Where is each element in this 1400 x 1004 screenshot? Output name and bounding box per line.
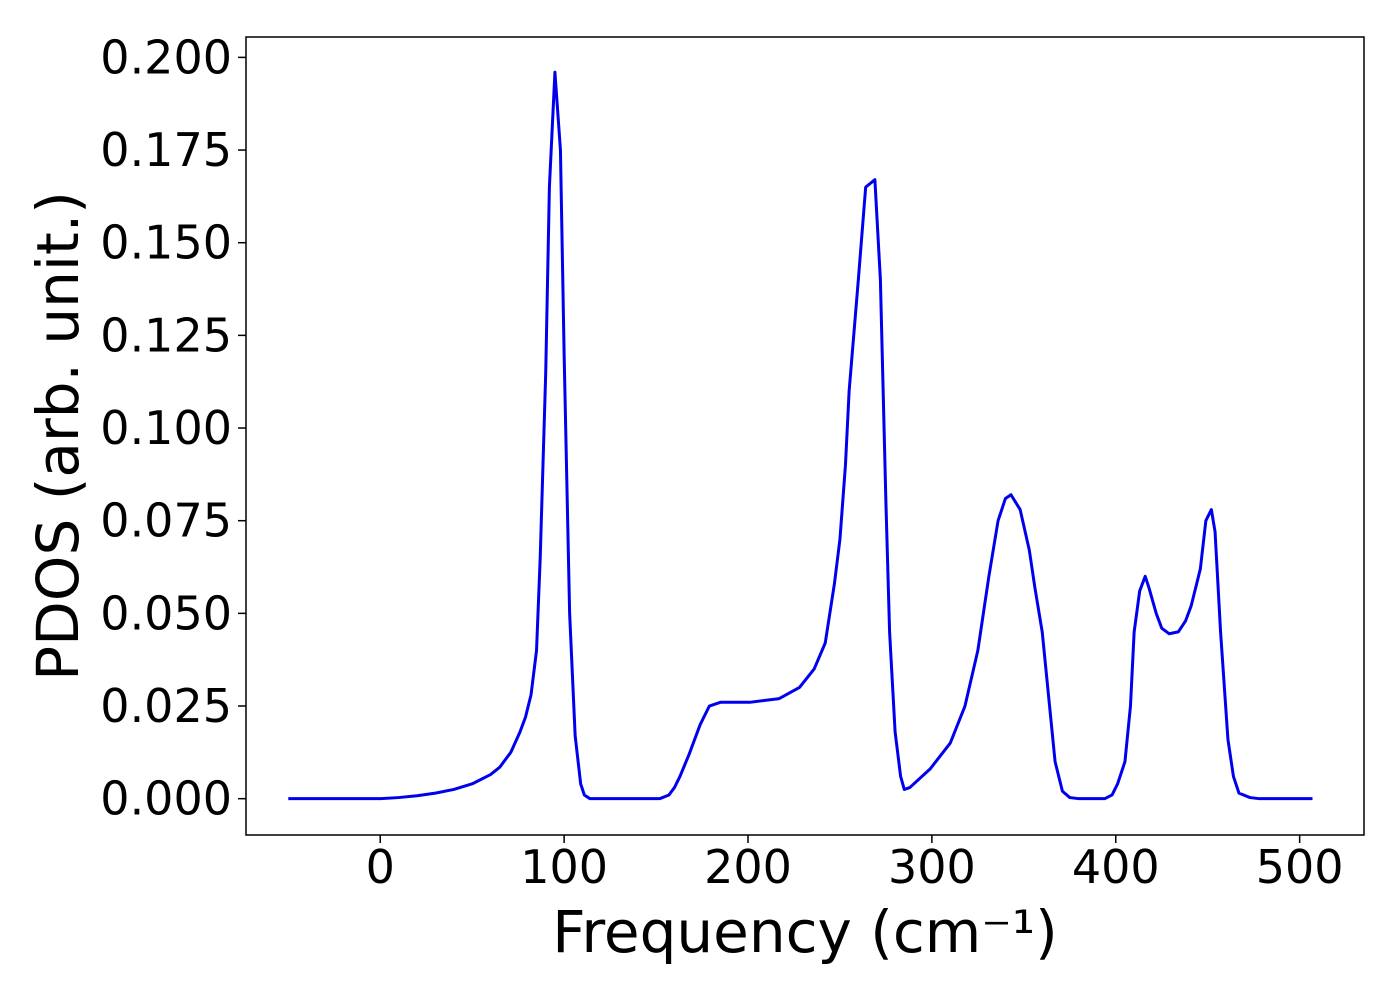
y-tick-label: 0.075 [100,494,232,548]
y-tick-label: 0.000 [100,772,232,826]
data-line [288,70,1313,801]
y-tick-label: 0.025 [100,679,232,733]
y-tick-label: 0.125 [100,308,232,362]
x-tick-label: 100 [520,840,608,894]
y-tick-label: 0.050 [100,586,232,640]
y-tick-label: 0.200 [100,30,232,84]
x-tick-label: 0 [366,840,395,894]
y-tick-label: 0.150 [100,216,232,270]
y-tick-label: 0.100 [100,401,232,455]
x-tick-label: 400 [1072,840,1160,894]
x-axis-label: Frequency (cm⁻¹) [552,898,1058,966]
y-tick-label: 0.175 [100,123,232,177]
y-axis-label: PDOS (arb. unit.) [24,191,92,681]
plot-frame [245,36,1365,836]
x-tick-label: 200 [704,840,792,894]
x-tick-label: 500 [1256,840,1344,894]
x-tick-label: 300 [888,840,976,894]
